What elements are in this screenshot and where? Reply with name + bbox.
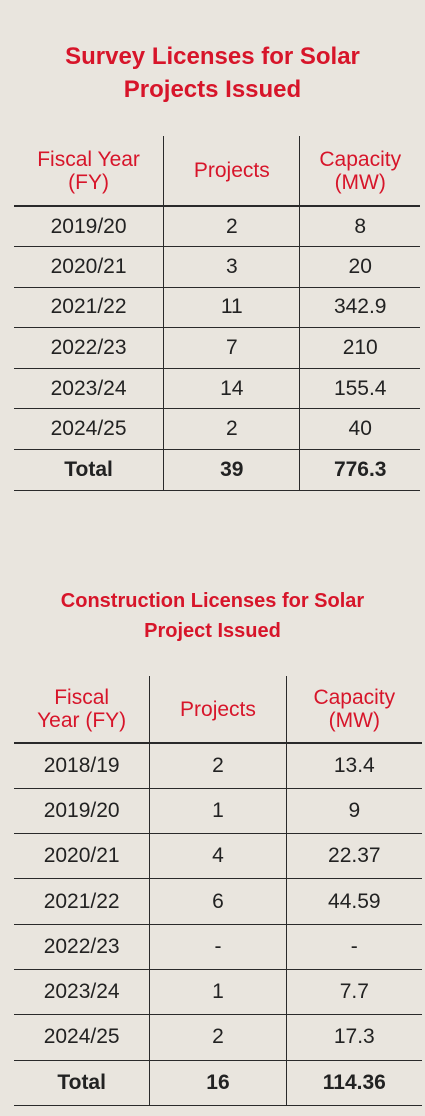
- cell-fiscal-year: 2023/24: [50, 376, 127, 400]
- cell-projects: 11: [163, 287, 300, 328]
- cell-fiscal-year: 2019/20: [50, 214, 127, 238]
- cell-projects: 4: [149, 833, 287, 879]
- cell-fiscal-year: 2021/22: [43, 889, 120, 913]
- cell-projects: 2: [149, 1014, 287, 1061]
- survey-licenses-table: Fiscal Year (FY) Projects Capacity (MW) 20…: [14, 136, 420, 491]
- cell-projects: 2: [163, 206, 300, 247]
- table-row: 2023/24 1 7.7: [14, 969, 422, 1015]
- cell-capacity: 9: [285, 788, 422, 834]
- total-capacity: 114.36: [285, 1060, 422, 1106]
- table-row: 2023/24 14 155.4: [14, 368, 420, 409]
- table-row: 2018/19 2 13.4: [14, 743, 422, 789]
- cell-projects: 14: [163, 368, 300, 409]
- table-row: 2021/22 11 342.9: [14, 287, 420, 328]
- cell-fiscal-year: 2023/24: [43, 980, 120, 1004]
- table-header-row: Fiscal Year (FY) Projects Capacity (MW): [14, 136, 420, 206]
- total-label: Total: [57, 1070, 106, 1094]
- column-header-fiscal-year: Fiscal Year (FY): [37, 147, 140, 194]
- table-header-row: Fiscal Year (FY) Projects Capacity (MW): [14, 676, 422, 743]
- column-header-fiscal-year: Fiscal Year (FY): [37, 686, 127, 732]
- total-row: Total 16 114.36: [14, 1060, 422, 1106]
- table-row: 2024/25 2 40: [14, 408, 420, 450]
- total-projects: 16: [149, 1060, 287, 1106]
- column-header-projects: Projects: [149, 676, 287, 743]
- cell-capacity: 8: [299, 206, 420, 247]
- table-row: 2020/21 3 20: [14, 246, 420, 288]
- cell-projects: -: [149, 924, 287, 970]
- cell-capacity: 17.3: [285, 1014, 422, 1061]
- table-row: 2020/21 4 22.37: [14, 833, 422, 879]
- total-projects: 39: [163, 449, 300, 491]
- table-row: 2022/23 - -: [14, 924, 422, 970]
- table-row: 2019/20 2 8: [14, 206, 420, 247]
- cell-capacity: -: [285, 924, 422, 970]
- cell-capacity: 40: [299, 408, 420, 450]
- survey-table-title: Survey Licenses for Solar Projects Issued: [65, 43, 360, 103]
- cell-fiscal-year: 2024/25: [43, 1025, 120, 1049]
- table-row: 2019/20 1 9: [14, 788, 422, 834]
- cell-projects: 1: [149, 969, 287, 1015]
- total-capacity: 776.3: [299, 449, 420, 491]
- table-row: 2022/23 7 210: [14, 327, 420, 369]
- cell-projects: 3: [163, 246, 300, 288]
- cell-fiscal-year: 2022/23: [43, 934, 120, 958]
- cell-projects: 1: [149, 788, 287, 834]
- cell-fiscal-year: 2024/25: [50, 417, 127, 441]
- cell-projects: 7: [163, 327, 300, 369]
- cell-capacity: 155.4: [299, 368, 420, 409]
- cell-projects: 6: [149, 878, 287, 925]
- cell-fiscal-year: 2020/21: [43, 844, 120, 868]
- cell-capacity: 22.37: [285, 833, 422, 879]
- construction-table-title: Construction Licenses for Solar Project I…: [60, 590, 365, 642]
- cell-capacity: 13.4: [285, 743, 422, 789]
- construction-licenses-table: Fiscal Year (FY) Projects Capacity (MW) 20…: [14, 676, 422, 1106]
- column-header-capacity: Capacity (MW): [299, 136, 420, 206]
- cell-fiscal-year: 2019/20: [43, 798, 120, 822]
- column-header-projects: Projects: [163, 136, 300, 206]
- cell-fiscal-year: 2021/22: [50, 295, 127, 319]
- cell-capacity: 7.7: [285, 969, 422, 1015]
- total-label: Total: [64, 457, 113, 481]
- cell-capacity: 20: [299, 246, 420, 288]
- cell-capacity: 44.59: [285, 878, 422, 925]
- table-row: 2024/25 2 17.3: [14, 1014, 422, 1061]
- cell-fiscal-year: 2022/23: [50, 336, 127, 360]
- column-header-capacity: Capacity (MW): [285, 676, 422, 743]
- cell-projects: 2: [163, 408, 300, 450]
- cell-capacity: 210: [299, 327, 420, 369]
- table-row: 2021/22 6 44.59: [14, 878, 422, 925]
- cell-fiscal-year: 2018/19: [43, 753, 120, 777]
- cell-capacity: 342.9: [299, 287, 420, 328]
- cell-projects: 2: [149, 743, 287, 789]
- total-row: Total 39 776.3: [14, 449, 420, 491]
- cell-fiscal-year: 2020/21: [50, 254, 127, 278]
